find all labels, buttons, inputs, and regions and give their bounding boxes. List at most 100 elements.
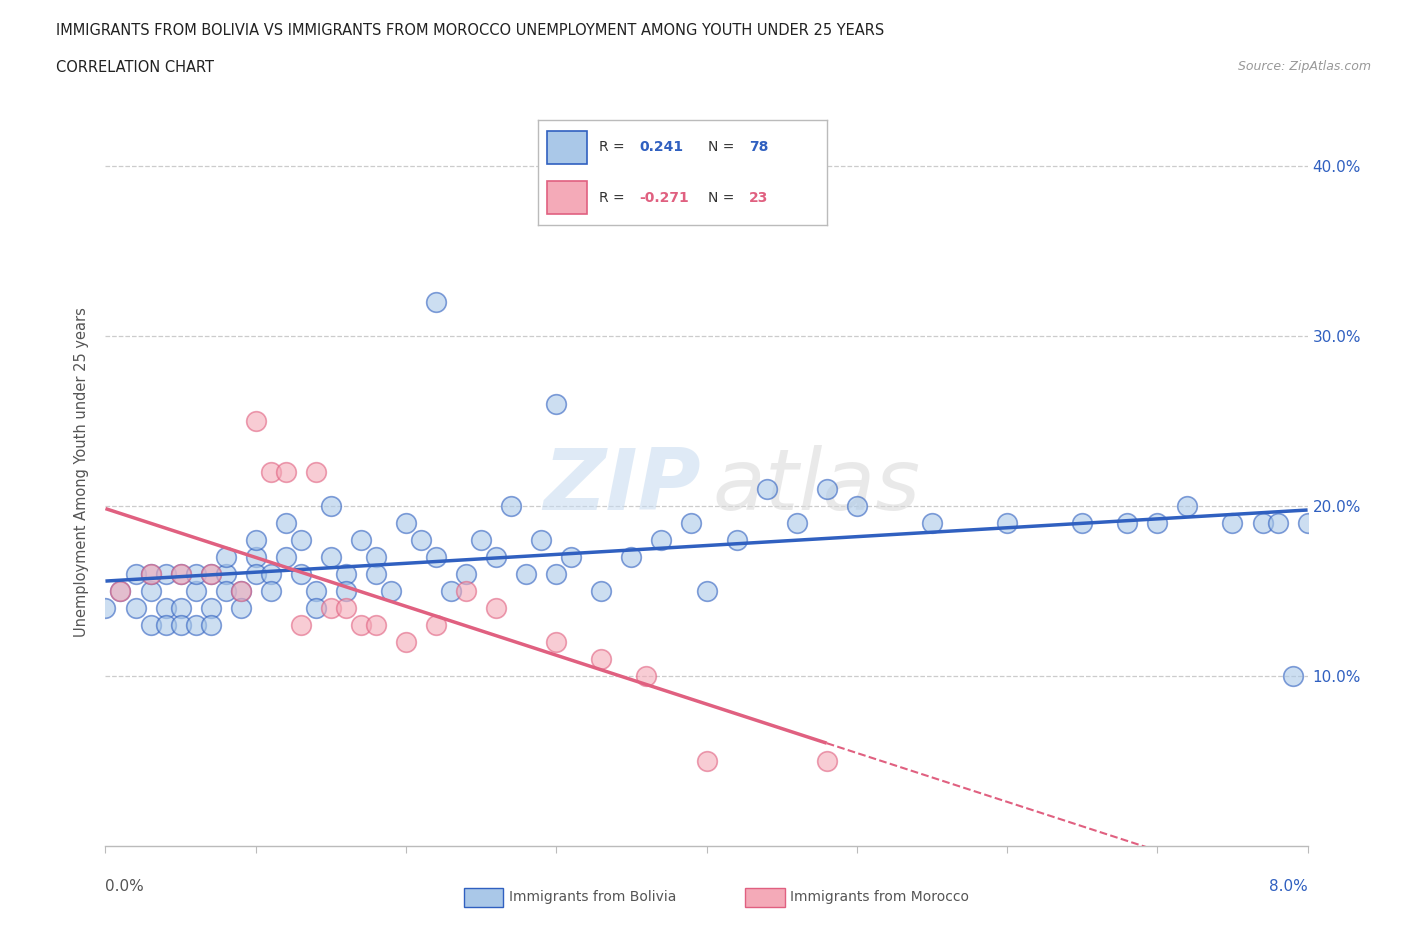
Point [1267,515,1289,530]
Point [155,601,177,616]
Point [425,295,447,310]
Point [485,601,508,616]
Point [364,566,387,581]
Point [245,550,267,565]
Point [681,515,703,530]
Point [155,566,177,581]
Point [335,566,357,581]
Point [440,584,463,599]
Text: Source: ZipAtlas.com: Source: ZipAtlas.com [1237,60,1371,73]
Point [1071,515,1094,530]
Point [245,414,267,429]
Point [591,652,613,667]
Point [214,584,236,599]
Point [1222,515,1244,530]
Point [786,515,808,530]
Point [94,601,117,616]
Text: atlas: atlas [713,445,921,528]
Point [364,618,387,632]
Point [200,566,222,581]
Text: Immigrants from Morocco: Immigrants from Morocco [790,890,969,905]
Point [425,550,447,565]
Text: Immigrants from Bolivia: Immigrants from Bolivia [509,890,676,905]
Point [485,550,508,565]
Point [169,618,191,632]
Point [350,533,373,548]
Point [124,601,146,616]
Point [725,533,748,548]
Point [319,498,342,513]
Point [229,601,252,616]
Point [696,754,718,769]
Point [1251,515,1274,530]
Point [155,618,177,632]
Point [1296,515,1319,530]
Point [530,533,553,548]
Point [290,618,312,632]
Point [214,566,236,581]
Y-axis label: Unemployment Among Youth under 25 years: Unemployment Among Youth under 25 years [75,307,90,637]
Point [229,584,252,599]
Point [274,550,297,565]
Point [815,754,838,769]
Point [591,584,613,599]
Point [515,566,537,581]
Point [245,533,267,548]
Point [305,584,328,599]
Point [546,566,568,581]
Point [815,482,838,497]
Point [335,584,357,599]
Point [305,465,328,480]
Point [395,634,418,649]
Point [921,515,943,530]
Point [200,618,222,632]
Point [274,515,297,530]
Point [200,566,222,581]
Point [169,566,191,581]
Point [139,618,162,632]
Point [169,601,191,616]
Point [845,498,868,513]
Point [290,533,312,548]
Point [139,584,162,599]
Point [425,618,447,632]
Point [546,396,568,411]
Point [636,669,658,684]
Point [200,601,222,616]
Text: ZIP: ZIP [543,445,700,528]
Point [501,498,523,513]
Point [260,566,283,581]
Text: IMMIGRANTS FROM BOLIVIA VS IMMIGRANTS FROM MOROCCO UNEMPLOYMENT AMONG YOUTH UNDE: IMMIGRANTS FROM BOLIVIA VS IMMIGRANTS FR… [56,23,884,38]
Point [350,618,373,632]
Point [184,566,207,581]
Point [395,515,418,530]
Point [245,566,267,581]
Point [274,465,297,480]
Point [139,566,162,581]
Point [380,584,402,599]
Point [214,550,236,565]
Point [229,584,252,599]
Point [260,584,283,599]
Point [1175,498,1198,513]
Point [305,601,328,616]
Text: 0.0%: 0.0% [105,879,145,895]
Point [124,566,146,581]
Point [560,550,582,565]
Point [319,601,342,616]
Point [1116,515,1139,530]
Point [319,550,342,565]
Text: 8.0%: 8.0% [1268,879,1308,895]
Point [260,465,283,480]
Point [1146,515,1168,530]
Point [184,584,207,599]
Point [454,584,477,599]
Point [184,618,207,632]
Point [995,515,1018,530]
Point [696,584,718,599]
Text: CORRELATION CHART: CORRELATION CHART [56,60,214,75]
Point [409,533,432,548]
Point [139,566,162,581]
Point [335,601,357,616]
Point [546,634,568,649]
